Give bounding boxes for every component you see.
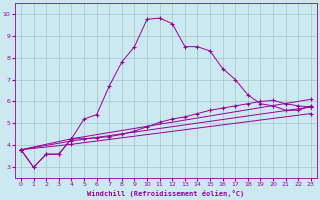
- X-axis label: Windchill (Refroidissement éolien,°C): Windchill (Refroidissement éolien,°C): [87, 190, 244, 197]
